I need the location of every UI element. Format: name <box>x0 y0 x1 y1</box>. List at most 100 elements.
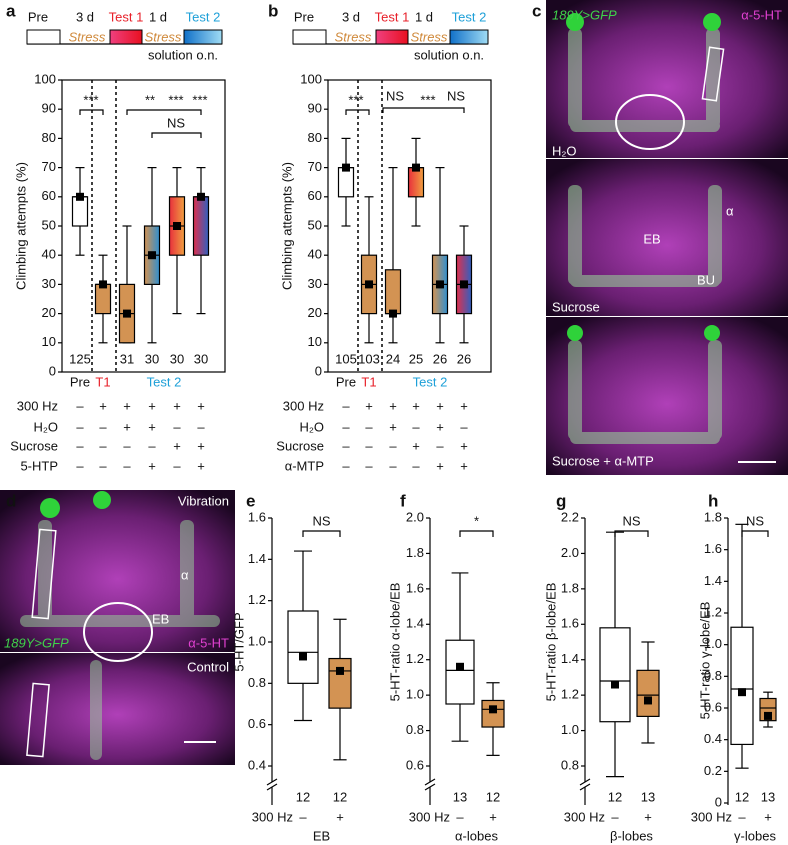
panel-letter: e <box>246 491 255 510</box>
condition-value: + <box>365 398 373 413</box>
group-label: T1 <box>95 374 110 389</box>
x-row-label: 300 Hz <box>409 809 450 824</box>
y-tick-label: 20 <box>42 305 56 320</box>
condition-value: + <box>436 398 444 413</box>
n-label: 103 <box>358 351 380 366</box>
significance: NS <box>386 88 404 103</box>
box <box>328 657 352 709</box>
schedule-box <box>292 29 327 45</box>
x-tick-label: – <box>456 809 464 824</box>
stress-label: Stress <box>145 29 182 44</box>
bracket <box>79 109 104 115</box>
condition-value: + <box>148 398 156 413</box>
bracket <box>741 530 769 537</box>
y-tick-label: 10 <box>42 334 56 349</box>
condition-value: – <box>365 438 373 453</box>
y-tick-label: 70 <box>308 159 322 174</box>
micrograph <box>0 490 235 652</box>
mean <box>299 652 307 661</box>
roi-box <box>701 46 725 102</box>
axis-break-gap <box>268 782 276 787</box>
x-row-label: 300 Hz <box>252 809 293 824</box>
y-axis-label: 5-HT-ratio α-lobe/EB <box>387 583 402 702</box>
condition-value: – <box>460 419 468 434</box>
gfp-blobs <box>566 13 721 341</box>
schedule-label: Pre <box>28 9 48 24</box>
y-tick-label: 1.8 <box>561 580 579 595</box>
box <box>407 167 425 198</box>
n-label: 12 <box>608 789 622 804</box>
mean <box>342 163 350 172</box>
condition-label: 5-HTP <box>20 458 58 473</box>
significance: *** <box>83 92 98 107</box>
box <box>71 196 89 227</box>
x-tick-label: + <box>336 809 344 824</box>
panel-letter: h <box>708 491 718 510</box>
y-tick-label: 1.4 <box>406 616 424 631</box>
stain-label: 189Y>GFP <box>552 7 617 22</box>
y-tick-label: 1.2 <box>406 651 424 666</box>
box <box>337 167 355 198</box>
condition-value: + <box>436 458 444 473</box>
bracket <box>614 530 649 537</box>
condition-label: H₂O <box>299 419 324 434</box>
mean <box>123 309 131 318</box>
axis-break-gap <box>581 782 589 787</box>
structure-label: EB <box>152 611 169 626</box>
y-tick-label: 2.0 <box>561 545 579 560</box>
y-tick-label: 80 <box>308 130 322 145</box>
blob <box>703 13 721 31</box>
eb-circle <box>83 602 153 662</box>
stress-label: Stress <box>335 29 372 44</box>
condition-value: – <box>173 458 181 473</box>
condition-value: + <box>460 398 468 413</box>
condition-value: – <box>123 458 131 473</box>
y-tick-label: 1.4 <box>704 573 722 588</box>
condition-value: – <box>412 419 420 434</box>
stress-label: Stress <box>411 29 448 44</box>
bracket <box>345 109 370 115</box>
structure-label: BU <box>697 272 715 287</box>
lobe <box>38 520 52 620</box>
y-tick-label: 1.0 <box>406 687 424 702</box>
schedule-note: solution o.n. <box>414 47 484 62</box>
condition-label: 300 Hz <box>283 398 324 413</box>
y-tick-label: 0.4 <box>704 731 722 746</box>
y-axis-label: 5-HT-ratio β-lobe/EB <box>543 583 558 702</box>
panel-d-images: Vibration Control α EB 189Y>GFP α-5-HT <box>0 490 235 765</box>
lobe <box>570 120 720 132</box>
mean <box>489 705 497 714</box>
mean <box>460 280 468 289</box>
y-tick-label: 1.2 <box>704 604 722 619</box>
condition-value: + <box>460 438 468 453</box>
mean <box>764 711 772 720</box>
bracket <box>151 132 202 138</box>
y-tick-label: 1.0 <box>704 636 722 651</box>
panel-letter: a <box>6 1 16 20</box>
y-tick-label: 0 <box>315 363 322 378</box>
structure-label: α <box>726 203 734 218</box>
schedule-label: Test 1 <box>109 9 144 24</box>
bracket <box>302 530 341 537</box>
schedule-label: Test 2 <box>186 9 221 24</box>
lobe <box>568 185 582 285</box>
n-label: 25 <box>409 351 423 366</box>
condition-value: + <box>148 458 156 473</box>
y-tick-label: 1.8 <box>406 545 424 560</box>
lobe <box>570 432 720 444</box>
blob <box>567 325 583 341</box>
mean <box>644 696 652 705</box>
y-tick-label: 0.6 <box>248 716 266 731</box>
schedule-label: 3 d <box>342 9 360 24</box>
y-tick-label: 1.4 <box>561 651 579 666</box>
y-tick-label: 1.4 <box>248 551 266 566</box>
mean <box>76 192 84 201</box>
y-tick-label: 90 <box>308 101 322 116</box>
condition-value: – <box>412 458 420 473</box>
n-label: 30 <box>145 351 159 366</box>
y-tick-label: 30 <box>42 276 56 291</box>
condition-value: + <box>123 398 131 413</box>
lobe <box>708 185 722 285</box>
